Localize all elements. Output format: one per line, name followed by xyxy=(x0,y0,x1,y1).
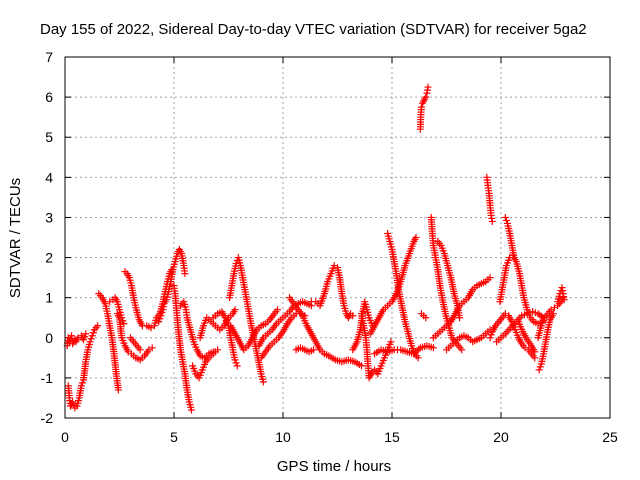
data-point xyxy=(86,338,94,346)
data-point xyxy=(456,314,464,322)
data-point xyxy=(259,378,267,386)
data-point xyxy=(78,379,86,387)
grid-lines xyxy=(65,57,610,418)
data-point xyxy=(510,254,518,262)
data-point xyxy=(417,103,425,111)
data-point xyxy=(70,401,78,409)
data-point xyxy=(424,83,432,91)
data-point xyxy=(87,335,95,343)
data-point xyxy=(560,296,568,304)
x-tick-label: 10 xyxy=(275,429,291,445)
data-point xyxy=(410,350,418,358)
data-point xyxy=(488,217,496,225)
axis-ticks: 0 5 10 15 20 25 -2 -1 0 1 2 3 4 5 6 7 xyxy=(41,49,618,445)
data-point xyxy=(422,93,430,101)
data-point xyxy=(357,362,365,370)
data-point xyxy=(549,310,557,318)
y-tick-label: 4 xyxy=(45,169,53,185)
y-tick-label: -2 xyxy=(41,410,54,426)
data-point xyxy=(148,344,156,352)
y-tick-label: 3 xyxy=(45,209,53,225)
data-point xyxy=(502,216,510,224)
data-point xyxy=(458,346,466,354)
y-tick-label: 2 xyxy=(45,250,53,266)
data-point xyxy=(486,274,494,282)
data-point xyxy=(136,346,144,354)
data-point xyxy=(535,366,543,374)
data-point xyxy=(411,348,419,356)
y-tick-label: 0 xyxy=(45,330,53,346)
y-tick-label: 6 xyxy=(45,89,53,105)
x-tick-label: 15 xyxy=(384,429,400,445)
data-point xyxy=(231,356,239,364)
data-point xyxy=(487,331,495,339)
data-point xyxy=(233,362,241,370)
data-point xyxy=(232,359,240,367)
data-point xyxy=(181,270,189,278)
data-points xyxy=(63,83,568,414)
data-point xyxy=(157,312,165,320)
data-point xyxy=(77,382,85,390)
data-point xyxy=(155,318,163,326)
data-point xyxy=(69,398,77,406)
data-point xyxy=(114,386,122,394)
data-point xyxy=(422,314,430,322)
data-point xyxy=(158,309,166,317)
chart-title: Day 155 of 2022, Sidereal Day-to-day VTE… xyxy=(40,21,587,38)
data-point xyxy=(413,347,421,355)
x-tick-label: 20 xyxy=(493,429,509,445)
data-point xyxy=(274,306,282,314)
data-point xyxy=(310,346,318,354)
data-point xyxy=(412,234,420,241)
x-axis-label: GPS time / hours xyxy=(277,458,391,475)
data-point xyxy=(387,338,395,346)
data-point xyxy=(187,406,195,414)
y-tick-label: 7 xyxy=(45,49,53,65)
data-point xyxy=(429,344,437,352)
data-point xyxy=(88,332,96,340)
y-tick-label: 1 xyxy=(45,290,53,306)
x-tick-label: 25 xyxy=(602,429,618,445)
data-point xyxy=(82,330,90,338)
plot-frame xyxy=(64,56,611,419)
data-point xyxy=(231,306,239,314)
x-tick-label: 0 xyxy=(61,429,69,445)
data-point xyxy=(94,322,102,330)
x-tick-label: 5 xyxy=(170,429,178,445)
data-point xyxy=(214,346,222,354)
data-point xyxy=(349,312,357,320)
y-tick-label: -1 xyxy=(41,370,54,386)
data-point xyxy=(531,348,539,356)
data-point xyxy=(156,315,164,323)
data-point xyxy=(501,213,509,221)
data-point xyxy=(414,354,422,362)
y-tick-label: 5 xyxy=(45,129,53,145)
data-point xyxy=(486,334,494,342)
data-point xyxy=(89,329,97,337)
data-point xyxy=(536,363,544,371)
data-point xyxy=(531,354,539,362)
y-axis-label: SDTVAR / TECUs xyxy=(7,178,24,298)
data-point xyxy=(81,333,89,341)
data-point xyxy=(80,336,88,344)
data-point xyxy=(415,345,423,353)
